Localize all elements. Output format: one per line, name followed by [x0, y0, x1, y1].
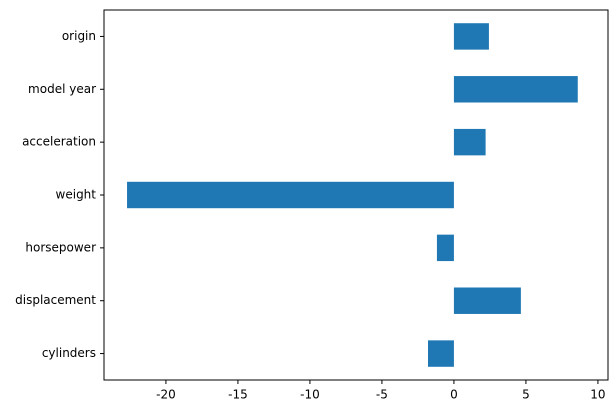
bar — [127, 181, 454, 209]
bar — [428, 340, 454, 367]
bar — [453, 128, 486, 156]
y-tick-label: cylinders — [42, 346, 96, 360]
y-tick-label: weight — [56, 188, 97, 202]
x-tick-label: -15 — [228, 388, 248, 402]
x-tick-label: -10 — [300, 388, 320, 402]
x-tick-label: 5 — [522, 388, 530, 402]
x-tick-label: -20 — [156, 388, 176, 402]
bar — [436, 234, 454, 262]
y-tick-label: displacement — [15, 293, 96, 307]
y-tick-label: acceleration — [22, 135, 96, 149]
y-tick-label: horsepower — [25, 240, 96, 254]
bar — [453, 76, 578, 103]
y-tick-label: origin — [62, 29, 96, 43]
y-tick-label: model year — [28, 82, 96, 96]
bar — [453, 23, 489, 50]
bar — [453, 287, 521, 314]
x-tick-label: -5 — [376, 388, 388, 402]
x-tick-label: 0 — [450, 388, 458, 402]
x-tick-label: 10 — [590, 388, 605, 402]
